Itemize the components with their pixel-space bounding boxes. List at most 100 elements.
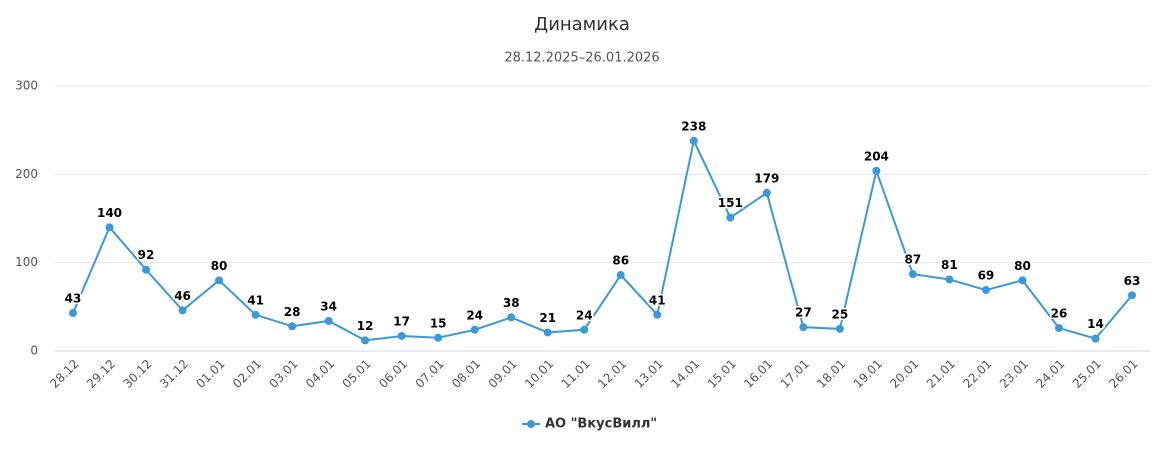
point — [580, 325, 589, 334]
data-label: 238 — [681, 119, 706, 133]
data-label: 43 — [65, 292, 82, 306]
series-line — [72, 137, 1133, 342]
point — [945, 275, 954, 284]
data-label: 86 — [612, 254, 629, 268]
legend-marker — [527, 420, 535, 428]
point — [1054, 324, 1063, 333]
x-tick-label: 13.01 — [632, 357, 666, 391]
data-label: 17 — [393, 314, 410, 328]
x-tick-label: 05.01 — [340, 357, 374, 391]
data-label: 69 — [978, 269, 995, 283]
point — [689, 136, 698, 145]
data-label: 34 — [320, 299, 337, 313]
data-label: 63 — [1124, 274, 1141, 288]
point — [69, 309, 77, 318]
y-tick-label: 200 — [15, 167, 38, 181]
data-label: 24 — [576, 308, 593, 322]
point — [653, 310, 662, 319]
point — [726, 213, 735, 222]
data-label: 81 — [941, 258, 958, 272]
data-label: 15 — [430, 316, 447, 330]
x-tick-label: 16.01 — [741, 357, 775, 391]
x-tick-label: 31.12 — [157, 357, 191, 391]
point — [616, 271, 625, 280]
data-label: 80 — [211, 259, 228, 273]
data-label: 41 — [247, 293, 264, 307]
x-tick-label: 04.01 — [303, 357, 337, 391]
x-tick-label: 22.01 — [960, 357, 994, 391]
x-tick-label: 15.01 — [705, 357, 739, 391]
x-tick-label: 14.01 — [668, 357, 702, 391]
x-tick-label: 19.01 — [851, 357, 885, 391]
x-tick-label: 24.01 — [1033, 357, 1067, 391]
y-tick-label: 100 — [15, 255, 38, 269]
data-label: 46 — [174, 289, 191, 303]
data-label: 25 — [832, 307, 849, 321]
data-label: 92 — [138, 248, 155, 262]
point — [762, 188, 771, 197]
data-label: 12 — [357, 319, 374, 333]
data-label: 21 — [539, 311, 556, 325]
data-label: 179 — [754, 171, 779, 185]
x-tick-label: 07.01 — [413, 357, 447, 391]
point — [507, 313, 516, 322]
data-label: 28 — [284, 305, 301, 319]
x-tick-label: 03.01 — [267, 357, 301, 391]
x-tick-label: 09.01 — [486, 357, 520, 391]
point — [872, 166, 881, 175]
point — [142, 265, 151, 274]
point — [288, 322, 297, 331]
x-tick-label: 10.01 — [522, 357, 556, 391]
point — [361, 336, 370, 345]
x-tick-label: 30.12 — [120, 357, 154, 391]
x-tick-label: 28.12 — [47, 357, 81, 391]
data-label: 38 — [503, 296, 520, 310]
data-label: 204 — [864, 149, 889, 163]
data-label: 80 — [1014, 259, 1031, 273]
data-label: 87 — [905, 253, 922, 267]
chart-subtitle: 28.12.2025–26.01.2026 — [504, 51, 659, 66]
y-tick-label: 0 — [30, 344, 38, 358]
data-label: 151 — [718, 196, 743, 210]
point — [908, 270, 917, 279]
point — [434, 333, 443, 342]
x-tick-label: 12.01 — [595, 357, 629, 391]
x-tick-label: 08.01 — [449, 357, 483, 391]
x-tick-label: 21.01 — [924, 357, 958, 391]
point — [251, 310, 260, 319]
point — [397, 331, 406, 340]
x-tick-label: 06.01 — [376, 357, 410, 391]
x-tick-label: 01.01 — [193, 357, 227, 391]
data-label: 27 — [795, 306, 812, 320]
y-tick-label: 300 — [15, 79, 38, 93]
point — [543, 328, 552, 337]
x-tick-label: 20.01 — [887, 357, 921, 391]
x-tick-label: 17.01 — [778, 357, 812, 391]
point — [1128, 291, 1136, 300]
data-label: 14 — [1087, 317, 1104, 331]
data-label: 24 — [466, 308, 483, 322]
point — [215, 276, 224, 285]
x-tick-label: 18.01 — [814, 357, 848, 391]
data-label: 41 — [649, 293, 666, 307]
data-label: 26 — [1051, 307, 1068, 321]
chart-title: Динамика — [534, 14, 630, 35]
point — [1091, 334, 1100, 343]
point — [324, 316, 333, 325]
point — [178, 306, 187, 315]
data-label: 140 — [97, 206, 122, 220]
point — [799, 323, 808, 332]
x-tick-label: 02.01 — [230, 357, 264, 391]
point — [835, 324, 844, 333]
legend-label: АО "ВкусВилл" — [545, 417, 657, 432]
x-tick-label: 26.01 — [1106, 357, 1140, 391]
x-tick-label: 23.01 — [997, 357, 1031, 391]
point — [1018, 276, 1027, 285]
point — [981, 286, 990, 295]
x-tick-label: 11.01 — [559, 357, 593, 391]
point — [105, 223, 114, 232]
x-tick-label: 29.12 — [84, 357, 118, 391]
point — [470, 325, 479, 334]
x-tick-label: 25.01 — [1070, 357, 1104, 391]
